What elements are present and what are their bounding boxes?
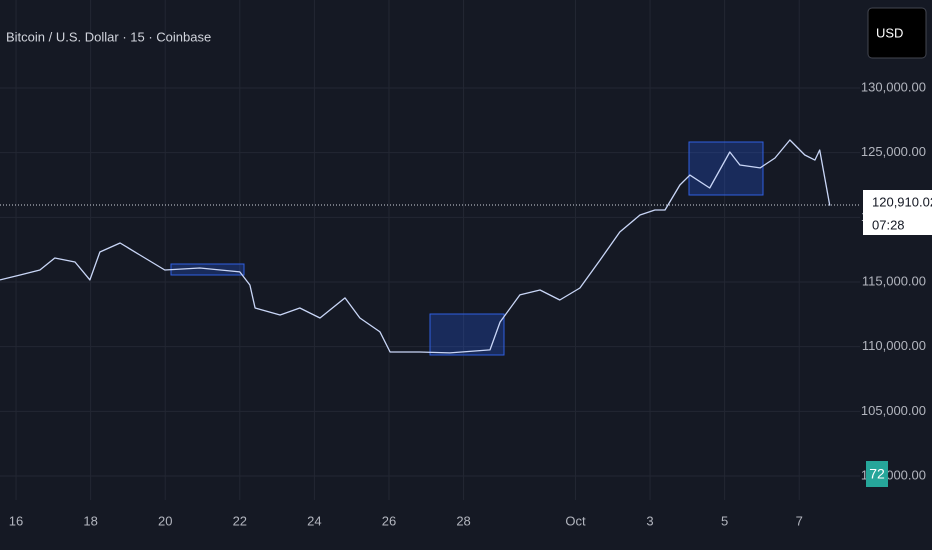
y-tick-label: 125,000.00 [861,144,926,159]
volume-tag-box [866,461,888,487]
price-line [0,139,831,354]
currency[interactable]: USD [876,25,903,40]
currency-button[interactable] [867,7,927,59]
price-tag-box [863,190,932,235]
x-tick-label: 28 [456,513,470,528]
y-tick-label: 130,000.00 [861,79,926,94]
x-tick-label: 26 [382,513,396,528]
plot [0,139,831,354]
y-tick-label: 110,000.00 [862,338,926,353]
price-tag: 120,910.02 [872,194,932,209]
volume-tag: 72 [869,466,885,482]
x-tick-label: 5 [721,513,728,528]
countdown: 07:28 [872,217,905,232]
y-tick-label: 115,000.00 [862,273,926,288]
x-tick-label: 18 [83,513,97,528]
x-tick-label: Oct [565,513,586,528]
x-tick-label: 16 [9,513,23,528]
x-tick-label: 7 [796,513,803,528]
x-tick-label: 24 [307,513,321,528]
x-tick-label: 3 [646,513,653,528]
y-tick-label: 105,000.00 [861,403,926,418]
x-tick-label: 20 [158,513,172,528]
grid [0,0,860,500]
range-box [688,141,764,196]
chart-title: Bitcoin / U.S. Dollar · 15 · Coinbase [6,29,211,44]
range-box [429,313,505,356]
x-tick-label: 22 [233,513,247,528]
